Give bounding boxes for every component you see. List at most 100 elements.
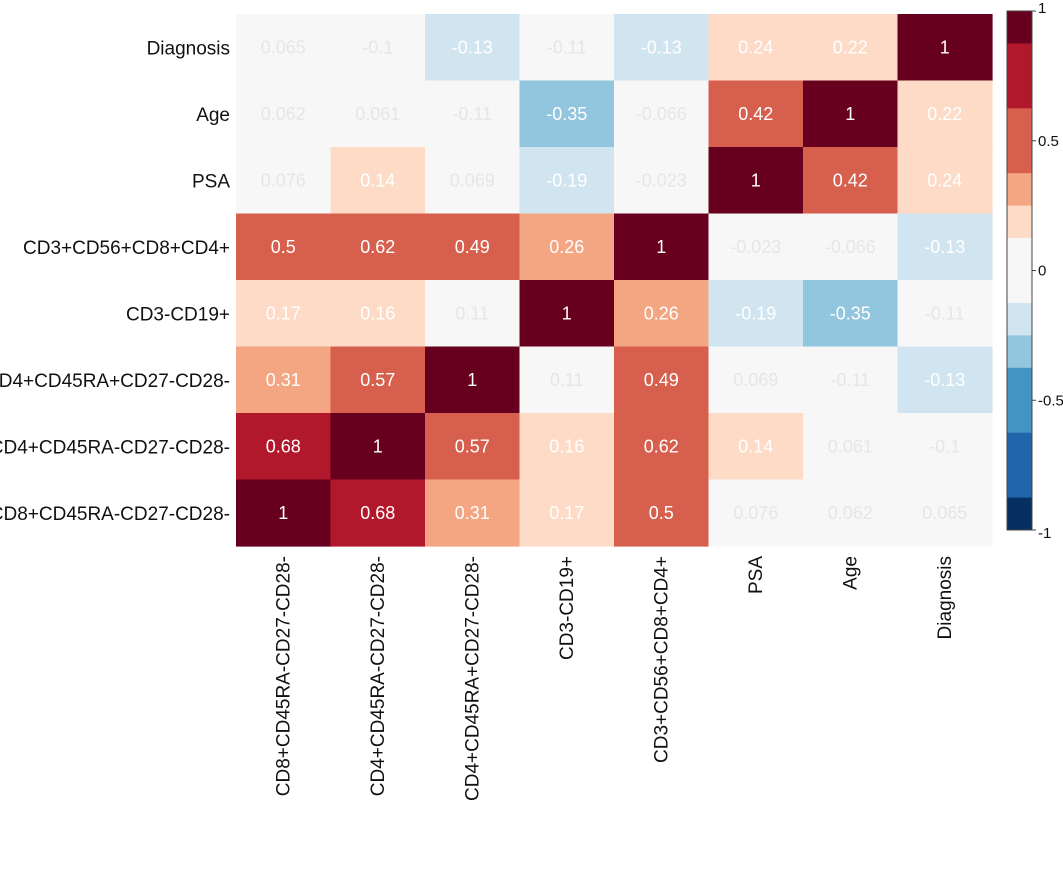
colorbar-segment [1007,302,1032,336]
cell-value-label: -0.1 [362,37,393,57]
heatmap-cell [425,413,521,481]
heatmap-cell [614,413,710,481]
cell-value-label: -0.1 [929,436,960,456]
heatmap-cell [897,147,993,215]
colorbar-segment [1007,43,1032,109]
cell-value-label: 0.061 [355,104,400,124]
cell-value-label: 0.24 [927,170,962,190]
colorbar-tick-label: 0.5 [1038,133,1059,150]
heatmap-cell [236,147,332,215]
heatmap-cell [614,479,710,547]
cell-value-label: 0.14 [360,170,395,190]
colorbar-segment [1007,11,1032,44]
cell-value-label: 0.49 [455,237,490,257]
cell-value-label: 0.31 [455,503,490,523]
heatmap-cell [614,80,710,148]
row-label: CD3-CD19+ [126,304,230,325]
heatmap-cell [330,213,426,281]
colorbar-segment [1007,173,1032,207]
colorbar-segment [1007,238,1032,304]
heatmap-cell [897,213,993,281]
heatmap-cell [708,280,804,348]
cell-value-label: 0.11 [455,303,489,323]
heatmap-cell [897,346,993,414]
cell-value-label: 0.31 [266,370,301,390]
cell-value-label: 0.069 [733,370,778,390]
heatmap-cell [708,413,804,481]
cell-value-label: 1 [373,436,383,456]
cell-value-label: 1 [656,237,666,257]
cell-value-label: 1 [278,503,288,523]
heatmap-cell [614,213,710,281]
cell-value-label: -0.023 [730,237,781,257]
cell-value-label: -0.19 [735,303,776,323]
heatmap-cell [425,213,521,281]
colorbar-segment [1007,432,1032,499]
heatmap-cell [330,413,426,481]
heatmap-cell [519,147,615,215]
heatmap-cell [330,80,426,148]
heatmap-cell [803,80,899,148]
cell-value-label: -0.11 [830,370,870,390]
heatmap-cell [236,14,332,82]
colorbar-segment [1007,335,1032,369]
cell-value-label: 0.68 [360,503,395,523]
heatmap-cell [236,280,332,348]
cell-value-label: 0.061 [828,436,873,456]
cell-value-label: -0.11 [547,37,587,57]
heatmap-cell [803,14,899,82]
cell-value-label: 0.065 [922,503,967,523]
colorbar-tick-label: -0.5 [1038,392,1063,409]
row-label: Age [196,105,230,126]
cell-value-label: 0.076 [261,170,306,190]
cell-value-label: 0.5 [649,503,674,523]
heatmap-cell [897,14,993,82]
colorbar-tick-label: 0 [1038,263,1046,280]
cell-value-label: 0.062 [261,104,306,124]
heatmap-cell [330,479,426,547]
heatmap-cell [236,80,332,148]
cell-value-label: 0.17 [549,503,584,523]
column-label: Diagnosis [935,556,956,639]
cell-value-label: 0.22 [927,104,962,124]
heatmap-cell [236,213,332,281]
heatmap-cell [803,213,899,281]
heatmap-cells: 0.065 -0.1 -0.13 -0.11 -0.13 0.24 0.22 10.062 0.… [236,14,993,547]
heatmap-cell [519,213,615,281]
cell-value-label: 0.57 [455,436,490,456]
column-label: CD4+CD45RA-CD27-CD28- [368,556,389,796]
cell-value-label: -0.066 [825,237,876,257]
cell-value-label: -0.35 [830,303,871,323]
heatmap-cell [803,479,899,547]
cell-value-label: 0.16 [360,303,395,323]
heatmap-cell [425,479,521,547]
heatmap-cell [803,346,899,414]
row-label: CD8+CD45RA-CD27-CD28- [0,504,230,525]
cell-value-label: -0.13 [452,37,493,57]
column-label: CD3+CD56+CD8+CD4+ [651,556,672,763]
column-label: Age [840,556,861,590]
heatmap-cell [425,14,521,82]
heatmap-cell [236,413,332,481]
heatmap-cell [897,413,993,481]
row-label: CD3+CD56+CD8+CD4+ [23,238,230,259]
heatmap-cell [708,346,804,414]
colorbar: 1 0.5 0 -0.5 -1 [1006,0,1063,542]
row-label: PSA [192,171,230,192]
heatmap-cell [897,80,993,148]
cell-value-label: 0.26 [549,237,584,257]
cell-value-label: 1 [845,104,855,124]
heatmap-cell [803,413,899,481]
cell-value-label: 1 [467,370,477,390]
heatmap-cell [897,479,993,547]
heatmap-cell [519,346,615,414]
colorbar-segment [1007,497,1032,531]
heatmap-cell [803,147,899,215]
cell-value-label: 0.5 [271,237,296,257]
cell-value-label: 1 [562,303,572,323]
column-labels: CD8+CD45RA-CD27-CD28- CD4+CD45RA-CD27-CD2… [273,556,956,801]
cell-value-label: 0.062 [828,503,873,523]
heatmap-cell [614,147,710,215]
row-labels: Diagnosis Age PSA CD3+CD56+CD8+CD4+ CD3-CD19… [0,38,230,525]
